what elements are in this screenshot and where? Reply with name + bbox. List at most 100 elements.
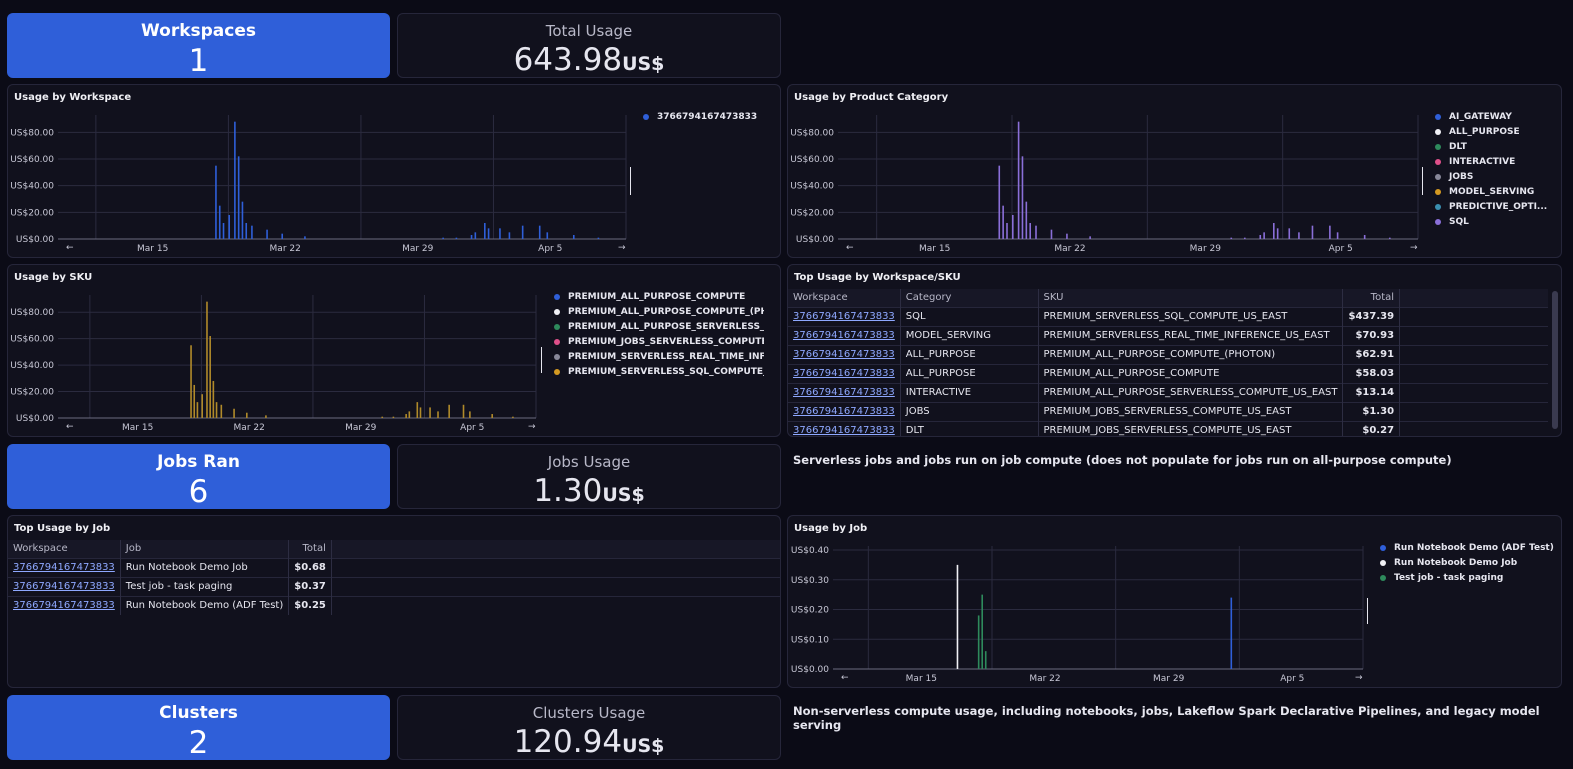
bar[interactable]: [508, 232, 511, 239]
bar[interactable]: [304, 236, 306, 239]
bar[interactable]: [215, 402, 218, 418]
bar[interactable]: [1017, 121, 1020, 239]
table-row[interactable]: 3766794167473833 Test job - task paging $0…: [8, 576, 780, 596]
bar[interactable]: [469, 411, 471, 418]
bar[interactable]: [392, 416, 395, 418]
bar[interactable]: [1259, 235, 1262, 239]
bar[interactable]: [1263, 232, 1265, 239]
table-row[interactable]: 3766794167473833 MODEL_SERVING PREMIUM_SER…: [788, 325, 1548, 345]
bar[interactable]: [220, 404, 223, 418]
column-header-workspace[interactable]: Workspace: [788, 289, 901, 307]
bar[interactable]: [228, 215, 230, 239]
bar[interactable]: [1230, 237, 1233, 239]
usage-by-workspace-chart[interactable]: US$0.00 US$20.00 US$40.00 US$60.00 US$80.00 M…: [8, 85, 781, 258]
workspace-link[interactable]: 3766794167473833: [8, 576, 121, 596]
bar[interactable]: [1311, 225, 1314, 239]
usage-by-product-chart[interactable]: US$0.00 US$20.00 US$40.00 US$60.00 US$80.00 M…: [788, 85, 1562, 258]
legend-item[interactable]: ALL_PURPOSE: [1435, 124, 1560, 139]
workspace-link[interactable]: 3766794167473833: [788, 325, 901, 345]
bar[interactable]: [1029, 223, 1031, 239]
bar[interactable]: [1066, 233, 1068, 239]
bar[interactable]: [281, 233, 284, 239]
bar[interactable]: [381, 416, 384, 418]
bar[interactable]: [218, 205, 221, 239]
column-header-sku[interactable]: SKU: [1038, 289, 1344, 307]
bar[interactable]: [215, 165, 217, 239]
bar[interactable]: [437, 411, 439, 418]
legend-item[interactable]: INTERACTIVE: [1435, 154, 1560, 169]
bar[interactable]: [538, 225, 541, 239]
bar[interactable]: [245, 223, 248, 239]
scroll-left-icon[interactable]: ←: [841, 673, 849, 683]
bar[interactable]: [546, 232, 549, 239]
bar[interactable]: [597, 237, 600, 239]
scroll-right-icon[interactable]: →: [618, 243, 626, 253]
column-header-total[interactable]: Total: [1342, 289, 1401, 307]
bar[interactable]: [429, 407, 431, 418]
legend-item[interactable]: PREMIUM_SERVERLESS_SQL_COMPUTE_U...: [554, 364, 764, 379]
bar[interactable]: [455, 237, 458, 239]
legend-item[interactable]: PREMIUM_SERVERLESS_REAL_TIME_INFE...: [554, 349, 764, 364]
bar[interactable]: [470, 235, 473, 239]
bar[interactable]: [1230, 597, 1233, 669]
bar[interactable]: [1050, 229, 1053, 239]
bar[interactable]: [499, 228, 501, 239]
bar[interactable]: [1276, 228, 1279, 239]
table-row[interactable]: 3766794167473833 Run Notebook Demo Job $0.…: [8, 557, 780, 577]
bar[interactable]: [233, 408, 235, 418]
bar[interactable]: [462, 404, 465, 418]
legend-item[interactable]: Test job - task paging: [1380, 570, 1555, 585]
workspace-link[interactable]: 3766794167473833: [788, 363, 901, 383]
legend-item[interactable]: MODEL_SERVING: [1435, 184, 1560, 199]
bar[interactable]: [1288, 228, 1291, 239]
bar[interactable]: [1021, 156, 1024, 239]
legend-item[interactable]: DLT: [1435, 139, 1560, 154]
bar[interactable]: [981, 594, 983, 669]
legend-item[interactable]: PREMIUM_ALL_PURPOSE_SERVERLESS_CO...: [554, 319, 764, 334]
scroll-right-icon[interactable]: →: [528, 422, 536, 432]
legend-item[interactable]: PREMIUM_ALL_PURPOSE_COMPUTE_(PHOT...: [554, 304, 764, 319]
table-row[interactable]: 3766794167473833 SQL PREMIUM_SERVERLESS_SQ…: [788, 306, 1548, 326]
bar[interactable]: [419, 407, 422, 418]
bar[interactable]: [405, 414, 407, 418]
legend-scroll-indicator[interactable]: [541, 347, 542, 373]
bar[interactable]: [1389, 237, 1391, 239]
bar[interactable]: [484, 223, 486, 239]
column-header-job[interactable]: Job: [120, 540, 290, 558]
bar[interactable]: [246, 412, 248, 418]
bar[interactable]: [998, 165, 1001, 239]
bar[interactable]: [474, 232, 477, 239]
bar[interactable]: [1244, 237, 1246, 239]
legend-item[interactable]: PREMIUM_ALL_PURPOSE_COMPUTE: [554, 289, 764, 304]
scroll-right-icon[interactable]: →: [1410, 243, 1418, 253]
legend-scroll-indicator[interactable]: [1422, 167, 1423, 195]
bar[interactable]: [977, 615, 980, 669]
legend-item[interactable]: Run Notebook Demo (ADF Test): [1380, 540, 1555, 555]
bar[interactable]: [196, 402, 199, 418]
bar[interactable]: [1002, 205, 1004, 239]
bar[interactable]: [190, 345, 192, 418]
bar[interactable]: [251, 225, 253, 239]
bar[interactable]: [1025, 201, 1028, 239]
bar[interactable]: [209, 336, 211, 418]
legend-item[interactable]: JOBS: [1435, 169, 1560, 184]
bar[interactable]: [266, 229, 268, 239]
bar[interactable]: [512, 416, 514, 418]
column-header-total[interactable]: Total: [288, 540, 332, 558]
table-row[interactable]: 3766794167473833 INTERACTIVE PREMIUM_ALL_P…: [788, 382, 1548, 402]
scroll-left-icon[interactable]: ←: [846, 243, 854, 253]
legend-item[interactable]: PREMIUM_JOBS_SERVERLESS_COMPUTE_U...: [554, 334, 764, 349]
bar[interactable]: [212, 380, 215, 418]
column-header-workspace[interactable]: Workspace: [8, 540, 121, 558]
workspace-link[interactable]: 3766794167473833: [8, 557, 121, 577]
table-scrollbar[interactable]: [1552, 291, 1558, 429]
bar[interactable]: [448, 404, 450, 418]
legend-item[interactable]: AI_GATEWAY: [1435, 109, 1560, 124]
bar[interactable]: [521, 225, 524, 239]
table-row[interactable]: 3766794167473833 ALL_PURPOSE PREMIUM_ALL_P…: [788, 344, 1548, 364]
scroll-left-icon[interactable]: ←: [66, 422, 74, 432]
legend-item[interactable]: 3766794167473833: [643, 109, 778, 124]
bar[interactable]: [1035, 225, 1037, 239]
bar[interactable]: [984, 651, 987, 669]
scroll-right-icon[interactable]: →: [1355, 673, 1363, 683]
